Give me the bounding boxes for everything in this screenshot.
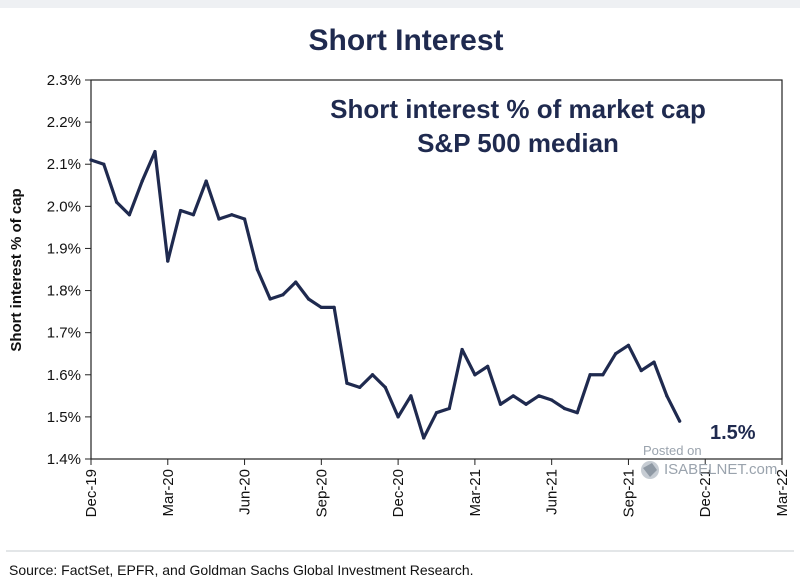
- top-band: [0, 0, 800, 8]
- y-tick-label: 1.6%: [47, 367, 81, 384]
- y-tick-label: 2.0%: [47, 198, 81, 215]
- data-point: [434, 411, 439, 415]
- data-point: [511, 394, 515, 398]
- data-point: [114, 200, 119, 204]
- data-point: [204, 179, 208, 183]
- data-point: [665, 394, 669, 398]
- data-point: [319, 305, 323, 309]
- data-point: [588, 373, 592, 377]
- y-tick-label: 2.3%: [47, 72, 81, 89]
- data-point: [140, 179, 144, 183]
- x-tick-label: Dec-19: [83, 469, 100, 517]
- data-point: [396, 415, 400, 419]
- source-note: Source: FactSet, EPFR, and Goldman Sachs…: [9, 562, 474, 578]
- data-point: [191, 213, 195, 217]
- data-point: [358, 385, 362, 390]
- data-point: [242, 217, 247, 221]
- data-point: [166, 259, 170, 263]
- y-axis-label: Short interest % of cap: [8, 188, 25, 351]
- x-tick-label: Dec-21: [697, 469, 714, 517]
- x-tick-label: Jun-21: [544, 469, 561, 515]
- data-point: [447, 406, 451, 411]
- data-point: [460, 347, 464, 352]
- data-point: [306, 297, 311, 301]
- data-point: [498, 402, 503, 406]
- data-point: [422, 436, 426, 440]
- y-tick-label: 2.2%: [47, 114, 81, 131]
- data-point: [294, 280, 298, 284]
- data-point: [102, 162, 106, 166]
- data-point: [230, 213, 234, 217]
- data-point: [255, 267, 259, 272]
- data-point: [486, 364, 490, 368]
- data-point: [562, 406, 567, 411]
- data-point: [409, 394, 413, 398]
- data-point: [652, 360, 656, 364]
- data-point: [217, 217, 221, 221]
- y-tick-label: 1.7%: [47, 325, 81, 342]
- data-point: [332, 305, 336, 309]
- data-point: [281, 293, 285, 297]
- data-point: [89, 158, 93, 162]
- y-tick-label: 1.9%: [47, 240, 81, 257]
- data-point: [575, 411, 579, 415]
- y-tick-label: 1.8%: [47, 283, 81, 300]
- x-tick-label: Mar-22: [774, 469, 791, 517]
- data-point: [127, 213, 131, 217]
- end-value-label: 1.5%: [710, 422, 756, 444]
- data-point: [678, 419, 682, 423]
- watermark: Posted on ISABELNET.com: [641, 443, 777, 479]
- data-point: [626, 343, 631, 347]
- y-tick-label: 1.4%: [47, 451, 81, 468]
- x-tick-label: Sep-20: [313, 469, 330, 517]
- inner-title-line2: S&P 500 median: [417, 128, 619, 158]
- data-point: [537, 394, 541, 398]
- x-tick-label: Jun-20: [237, 469, 254, 515]
- x-tick-label: Sep-21: [620, 469, 637, 517]
- data-point: [268, 297, 272, 301]
- watermark-logo-icon: [641, 461, 659, 479]
- x-tick-label: Mar-20: [160, 469, 177, 517]
- inner-title-line1: Short interest % of market cap: [330, 94, 706, 124]
- y-tick-label: 1.5%: [47, 409, 81, 426]
- data-point: [550, 398, 554, 402]
- data-point: [153, 149, 157, 154]
- data-point: [383, 385, 387, 390]
- series-points: [89, 149, 682, 440]
- data-point: [614, 352, 618, 356]
- data-point: [370, 373, 375, 377]
- data-point: [473, 373, 477, 377]
- x-axis-ticks: Dec-19 Mar-20 Jun-20 Sep-20 Dec-20 Mar-21 Jun-…: [83, 459, 791, 517]
- plot-frame: [90, 79, 783, 460]
- data-point: [345, 381, 349, 385]
- data-point: [601, 373, 605, 377]
- data-point: [524, 402, 528, 406]
- data-point: [178, 208, 183, 213]
- chart-title: Short Interest: [308, 24, 503, 57]
- watermark-posted-on: Posted on: [643, 443, 702, 458]
- y-axis-ticks: 1.4% 1.5% 1.6% 1.7% 1.8% 1.9% 2.0% 2.1% 2.2% 2.3%: [47, 72, 91, 468]
- x-tick-label: Mar-21: [467, 469, 484, 517]
- data-point: [639, 368, 643, 373]
- watermark-site: ISABELNET.com: [664, 461, 777, 478]
- y-tick-label: 2.1%: [47, 156, 81, 173]
- x-tick-label: Dec-20: [390, 469, 407, 517]
